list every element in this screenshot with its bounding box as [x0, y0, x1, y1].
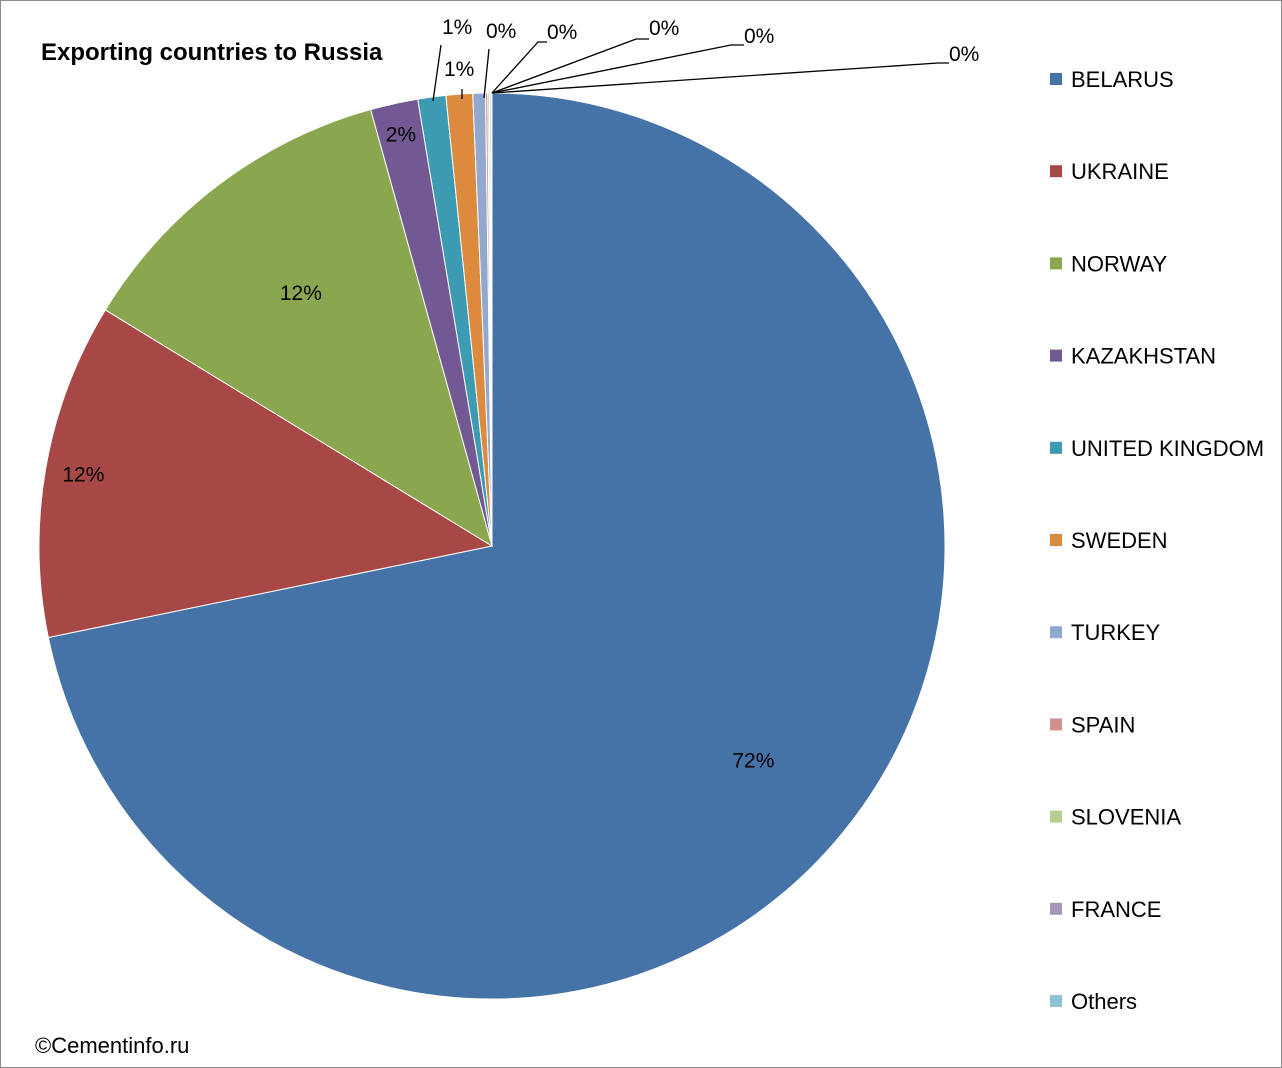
legend-label-belarus: BELARUS: [1071, 67, 1174, 92]
legend-swatch-ukraine: [1050, 165, 1062, 178]
legend-swatch-france: [1050, 902, 1062, 915]
legend-label-turkey: TURKEY: [1071, 620, 1161, 645]
legend-label-ukraine: UKRAINE: [1071, 159, 1169, 184]
legend-label-others: Others: [1071, 989, 1137, 1014]
credit-text: ©Cementinfo.ru: [35, 1033, 189, 1058]
data-labels: 72% 12% 12% 2% 1% 1% 0% 0% 0% 0% 0%: [62, 16, 979, 773]
legend-label-united-kingdom: UNITED KINGDOM: [1071, 436, 1264, 461]
data-label-united-kingdom: 1%: [442, 16, 472, 39]
legend-swatch-spain: [1050, 718, 1062, 731]
pie-slices: [38, 92, 946, 1000]
slice-ukraine: [38, 309, 494, 639]
leader-line-united-kingdom: [432, 44, 442, 102]
legend-swatch-slovenia: [1050, 810, 1062, 823]
data-label-sweden: 1%: [444, 58, 474, 81]
legend-swatch-sweden: [1050, 534, 1062, 546]
leader-line-france: [491, 44, 744, 94]
data-label-spain: 0%: [547, 21, 577, 44]
data-label-kazakhstan: 2%: [386, 124, 416, 147]
legend-label-spain: SPAIN: [1071, 712, 1135, 737]
leader-line-slovenia: [491, 38, 649, 94]
legend-label-kazakhstan: KAZAKHSTAN: [1071, 344, 1216, 369]
legend-label-france: FRANCE: [1071, 897, 1161, 922]
legend-swatch-kazakhstan: [1050, 349, 1062, 362]
chart-title: Exporting countries to Russia: [41, 39, 383, 66]
legend-swatch-norway: [1050, 257, 1062, 270]
data-label-turkey: 0%: [486, 20, 516, 43]
leader-line-others: [491, 62, 949, 94]
data-label-others: 0%: [949, 43, 979, 66]
legend-swatch-belarus: [1050, 73, 1062, 85]
legend-label-norway: NORWAY: [1071, 251, 1167, 276]
leader-line-turkey: [483, 48, 490, 99]
data-label-ukraine: 12%: [62, 464, 104, 487]
legend: BELARUS UKRAINE NORWAY KAZAKHSTAN UNITED KIN…: [1050, 67, 1264, 1014]
slice-norway: [104, 108, 493, 548]
data-label-norway: 12%: [280, 282, 322, 305]
legend-swatch-turkey: [1050, 626, 1062, 639]
legend-swatch-united-kingdom: [1050, 441, 1062, 454]
slice-belarus: [47, 92, 946, 1000]
leader-line-spain: [491, 41, 547, 94]
legend-label-sweden: SWEDEN: [1071, 528, 1168, 553]
legend-swatch-others: [1050, 995, 1062, 1007]
data-label-slovenia: 0%: [649, 17, 679, 40]
slice-others: [490, 92, 493, 547]
data-label-france: 0%: [744, 25, 774, 48]
data-label-belarus: 72%: [732, 750, 774, 773]
legend-label-slovenia: SLOVENIA: [1071, 805, 1181, 830]
